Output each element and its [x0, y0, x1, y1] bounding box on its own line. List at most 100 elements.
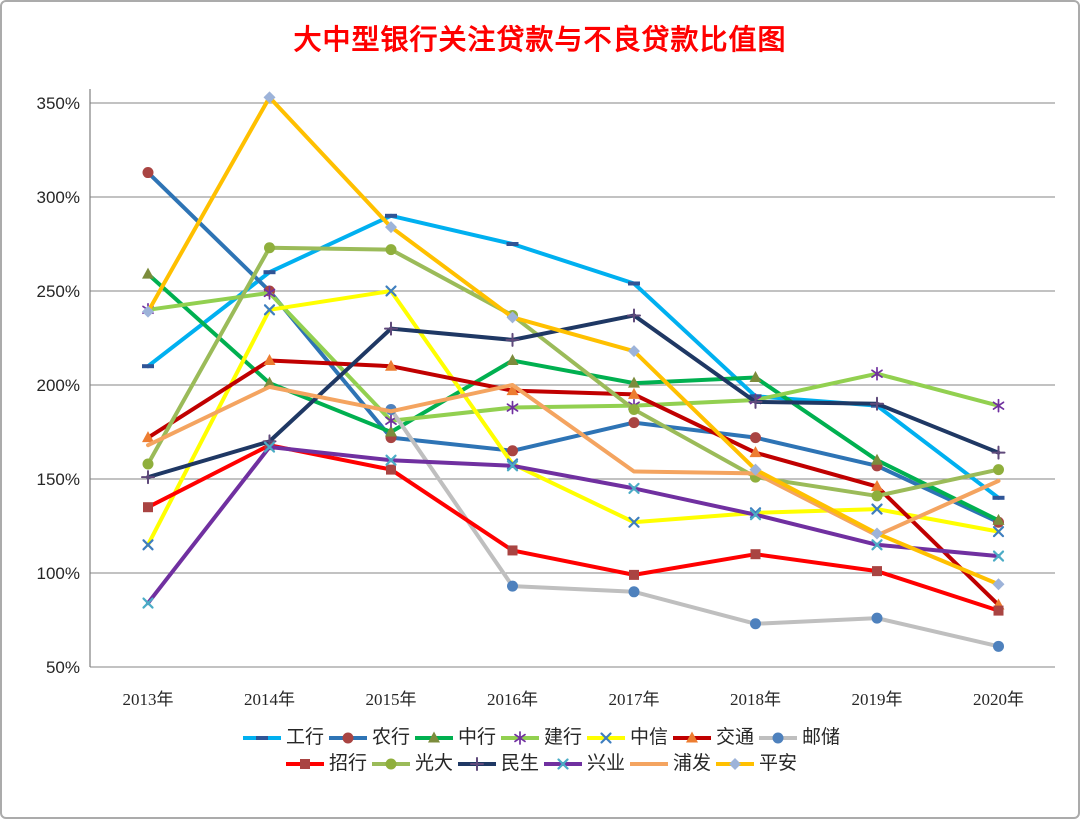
circle-marker: [628, 417, 640, 429]
x-axis-tick-label: 2014年: [244, 690, 295, 709]
circle-marker: [142, 458, 154, 470]
circle-marker: [385, 244, 397, 256]
legend-label: 浦发: [673, 753, 712, 774]
x-marker: [992, 526, 1005, 538]
series-line-中信: [146, 289, 1001, 547]
circle-marker: [628, 586, 640, 598]
dash-marker: [628, 281, 640, 286]
legend-swatch-icon: [328, 732, 367, 743]
circle-marker: [993, 640, 1004, 652]
x-marker: [557, 757, 569, 770]
y-axis-tick-label: 150%: [37, 470, 80, 489]
triangle-marker: [427, 731, 440, 742]
x-axis-tick-label: 2016年: [487, 690, 538, 709]
diamond-marker: [992, 578, 1005, 591]
legend-item-浦发: 浦发: [627, 754, 711, 773]
dash-marker: [385, 213, 397, 218]
legend-item-邮储: 邮储: [756, 728, 840, 747]
y-axis-tick-label: 350%: [37, 94, 80, 113]
x-marker: [506, 460, 519, 472]
asterisk-marker: [385, 416, 397, 425]
circle-marker: [264, 242, 275, 254]
legend-swatch-icon: [544, 757, 582, 770]
legend-swatch-icon: [630, 761, 669, 766]
triangle-marker: [263, 354, 276, 366]
legend-label: 招行: [328, 753, 367, 774]
x-marker: [385, 454, 397, 466]
square-marker: [750, 549, 761, 560]
legend-item-招行: 招行: [283, 754, 367, 773]
x-axis-tick-label: 2017年: [609, 690, 660, 709]
circle-marker: [507, 580, 518, 592]
legend-item-民生: 民生: [455, 754, 539, 773]
series-line-民生: [146, 313, 1001, 480]
x-marker: [871, 539, 883, 551]
square-marker: [299, 758, 310, 769]
y-axis-tick-label: 250%: [37, 282, 80, 301]
series-line-光大: [146, 245, 1001, 498]
legend-label: 中行: [457, 727, 496, 748]
series-line-平安: [146, 95, 1001, 587]
series-line-招行: [146, 443, 1001, 613]
legend-label: 民生: [500, 753, 539, 774]
asterisk-marker: [514, 733, 526, 742]
circle-marker: [507, 445, 518, 457]
asterisk-marker: [263, 288, 276, 298]
square-marker: [386, 464, 396, 475]
diamond-marker: [506, 311, 519, 324]
series-line-农行: [146, 170, 1001, 525]
x-marker: [992, 550, 1005, 562]
legend-item-光大: 光大: [369, 754, 453, 773]
asterisk-marker: [871, 369, 883, 378]
x-marker: [871, 503, 883, 515]
x-marker: [142, 597, 154, 609]
series-line-建行: [146, 290, 1001, 423]
legend-item-工行: 工行: [240, 728, 324, 747]
legend-swatch-icon: [414, 731, 453, 742]
x-marker: [263, 304, 276, 316]
triangle-marker: [992, 513, 1005, 525]
x-marker: [263, 441, 276, 453]
x-axis-tick-label: 2019年: [852, 690, 903, 709]
triangle-marker: [506, 354, 519, 366]
legend-label: 平安: [759, 753, 798, 774]
series-line-交通: [146, 358, 1001, 607]
legend-row: 招行 光大 民生 兴业 浦发 平安: [282, 754, 798, 773]
legend-label: 工行: [285, 727, 324, 748]
legend-swatch-icon: [759, 732, 798, 743]
legend-label: 光大: [414, 753, 453, 774]
square-marker: [507, 545, 518, 556]
circle-marker: [342, 732, 354, 743]
asterisk-marker: [992, 401, 1005, 410]
circle-marker: [772, 732, 784, 743]
triangle-marker: [263, 376, 276, 388]
legend-item-平安: 平安: [713, 754, 797, 773]
triangle-marker: [686, 731, 699, 742]
diamond-marker: [385, 221, 397, 234]
dash-marker: [142, 364, 154, 369]
x-marker: [628, 516, 640, 528]
x-marker: [628, 482, 640, 494]
legend-row: 工行 农行 中行 建行 中信 交通 邮储: [239, 728, 841, 747]
legend-label: 邮储: [802, 727, 841, 748]
legend-item-中行: 中行: [412, 728, 496, 747]
circle-marker: [142, 167, 154, 179]
legend-label: 农行: [371, 727, 410, 748]
legend-label: 建行: [543, 727, 582, 748]
x-marker: [385, 285, 397, 297]
x-axis-tick-label: 2020年: [973, 690, 1024, 709]
diamond-marker: [628, 345, 640, 358]
y-axis-tick-label: 50%: [46, 658, 80, 677]
dash-marker: [992, 495, 1005, 500]
x-marker: [749, 509, 762, 521]
legend-label: 中信: [630, 727, 669, 748]
legend-swatch-icon: [285, 758, 324, 769]
legend-swatch-icon: [500, 730, 539, 745]
circle-marker: [871, 612, 883, 624]
legend-swatch-icon: [371, 758, 410, 769]
triangle-marker: [871, 480, 883, 492]
legend-swatch-icon: [673, 731, 712, 742]
triangle-marker: [385, 359, 397, 371]
y-axis-tick-label: 100%: [37, 564, 80, 583]
legend-item-中信: 中信: [584, 728, 668, 747]
